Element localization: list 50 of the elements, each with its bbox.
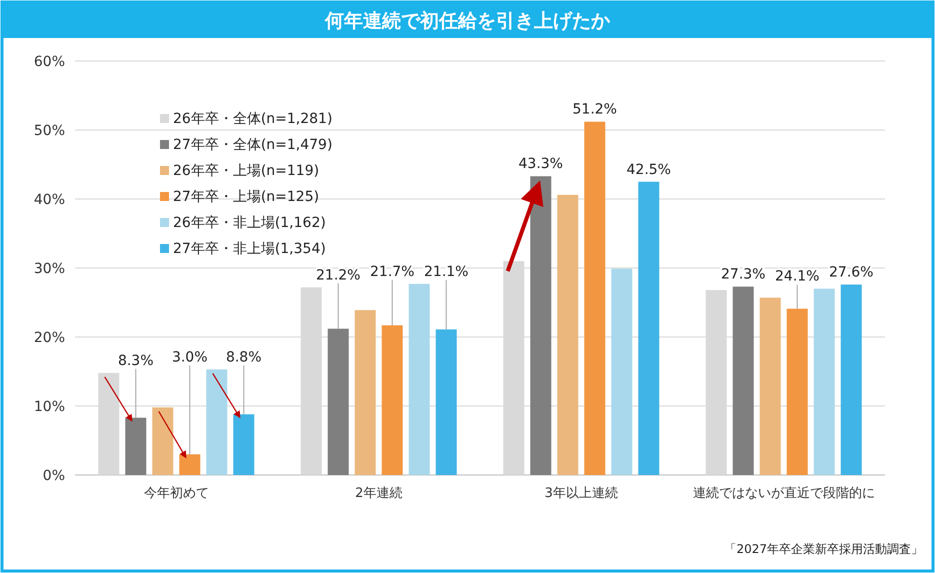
data-label: 21.2% [316,267,360,284]
data-label: 8.3% [118,352,154,369]
data-label: 27.6% [829,264,874,281]
bar [152,407,174,475]
bar [354,310,376,475]
bar [786,308,808,475]
y-tick-label: 20% [34,330,65,346]
bar [125,418,146,475]
bar [840,284,862,475]
bar [814,288,835,475]
data-label: 3.0% [172,349,208,366]
legend-label: 27年卒・上場(n=125) [173,189,320,205]
bar [436,329,457,475]
data-label: 8.8% [226,349,262,366]
bar [233,414,254,475]
y-tick-label: 60% [34,54,65,70]
text: 「2027年卒企業新卒採用活動調査」 [724,542,923,556]
data-label: 24.1% [775,268,820,285]
x-tick-label: 3年以上連続 [544,486,618,501]
bar [611,268,632,475]
y-tick-label: 40% [34,192,65,208]
data-label: 21.7% [370,264,414,280]
data-label: 51.2% [572,102,617,118]
y-tick-label: 30% [34,261,65,277]
bar [638,182,660,475]
bar [179,454,200,475]
y-tick-label: 0% [42,468,65,484]
bar [760,298,781,475]
legend-label: 27年卒・非上場(1,354) [173,241,326,257]
x-tick-label: 2年連続 [355,486,402,501]
data-label: 42.5% [626,162,671,178]
bar [382,325,403,475]
legend-label: 26年卒・全体(n=1,281) [173,111,332,127]
legend-label: 26年卒・非上場(1,162) [173,215,326,231]
chart-title: 何年連続で初任給を引き上げたか [324,10,611,32]
data-label: 21.1% [424,264,468,280]
data-label: 27.3% [721,266,766,283]
bar [328,328,349,475]
y-tick-label: 50% [34,123,65,139]
data-label: 43.3% [518,156,563,172]
bar [732,286,754,475]
bar [584,122,606,475]
y-tick-label: 10% [34,399,65,415]
bar [408,284,430,475]
x-tick-label: 今年初めて [144,486,209,501]
legend-label: 26年卒・上場(n=119) [173,163,320,179]
x-tick-label: 連続ではないが直近で段階的に [692,486,875,501]
bar [557,194,578,475]
bar [206,369,228,475]
legend-label: 27年卒・全体(n=1,479) [173,137,332,153]
